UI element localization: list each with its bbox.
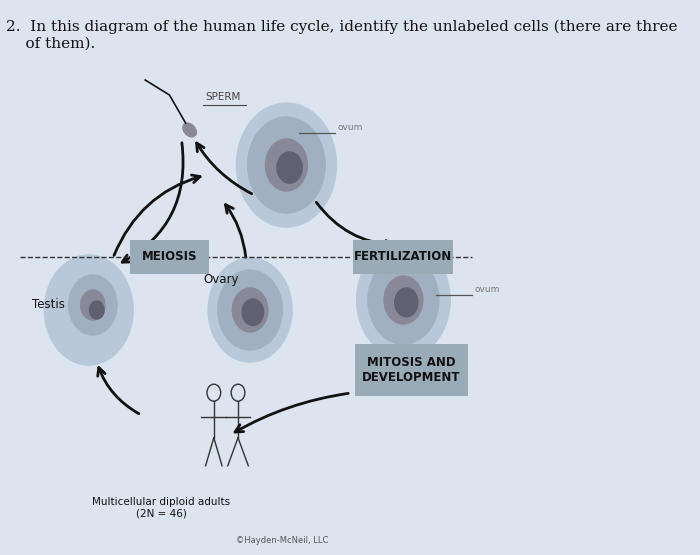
FancyArrowPatch shape bbox=[197, 143, 252, 194]
Circle shape bbox=[248, 117, 326, 213]
FancyArrowPatch shape bbox=[384, 358, 405, 385]
FancyArrowPatch shape bbox=[316, 202, 393, 248]
Circle shape bbox=[69, 275, 117, 335]
Circle shape bbox=[44, 255, 133, 365]
Text: MEIOSIS: MEIOSIS bbox=[141, 250, 197, 264]
Circle shape bbox=[395, 288, 418, 317]
Text: Multicellular diploid adults
(2N = 46): Multicellular diploid adults (2N = 46) bbox=[92, 497, 230, 518]
Text: Ovary: Ovary bbox=[203, 274, 239, 286]
Text: ovum: ovum bbox=[475, 285, 500, 294]
FancyArrowPatch shape bbox=[401, 249, 409, 269]
Circle shape bbox=[90, 301, 104, 319]
FancyBboxPatch shape bbox=[354, 240, 454, 274]
Text: 2.  In this diagram of the human life cycle, identify the unlabeled cells (there: 2. In this diagram of the human life cyc… bbox=[6, 20, 678, 51]
Text: ovum: ovum bbox=[337, 123, 363, 132]
FancyBboxPatch shape bbox=[130, 240, 209, 274]
Text: Testis: Testis bbox=[32, 299, 65, 311]
Circle shape bbox=[208, 258, 292, 362]
Text: MITOSIS AND
DEVELOPMENT: MITOSIS AND DEVELOPMENT bbox=[362, 356, 461, 384]
FancyArrowPatch shape bbox=[98, 367, 139, 413]
FancyArrowPatch shape bbox=[122, 143, 183, 262]
Text: SPERM: SPERM bbox=[206, 92, 241, 102]
Circle shape bbox=[384, 276, 423, 324]
Circle shape bbox=[242, 299, 263, 325]
Circle shape bbox=[80, 290, 105, 320]
Circle shape bbox=[237, 103, 337, 227]
Circle shape bbox=[232, 288, 268, 332]
Circle shape bbox=[277, 152, 302, 183]
Ellipse shape bbox=[183, 123, 196, 137]
FancyArrowPatch shape bbox=[225, 205, 246, 257]
Text: ©Hayden-McNeil, LLC: ©Hayden-McNeil, LLC bbox=[236, 536, 328, 545]
FancyArrowPatch shape bbox=[235, 393, 348, 432]
Circle shape bbox=[218, 270, 282, 350]
Circle shape bbox=[368, 256, 439, 344]
FancyBboxPatch shape bbox=[356, 344, 468, 396]
Text: FERTILIZATION: FERTILIZATION bbox=[354, 250, 453, 264]
Circle shape bbox=[265, 139, 307, 191]
FancyArrowPatch shape bbox=[114, 175, 200, 255]
Circle shape bbox=[356, 242, 450, 358]
